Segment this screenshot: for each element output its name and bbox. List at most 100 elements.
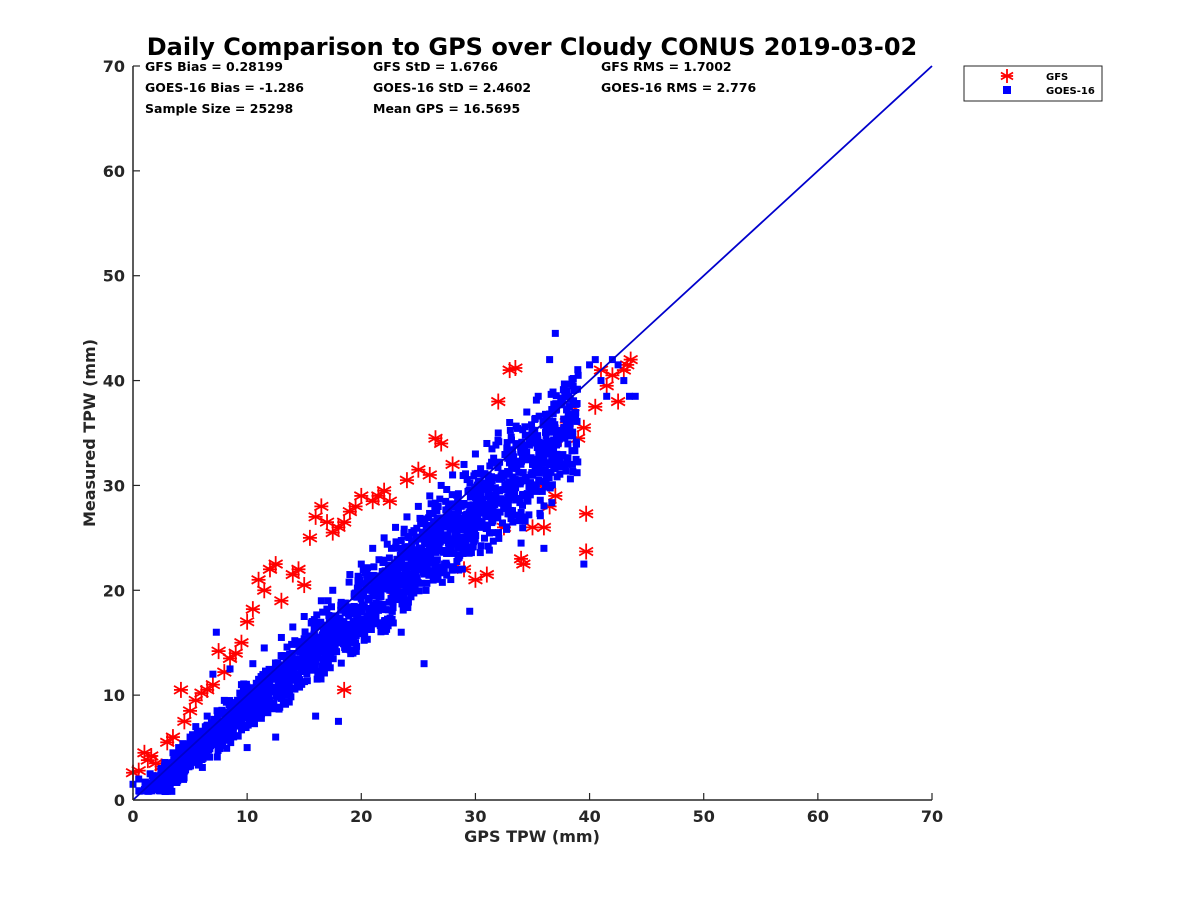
goes-16-point bbox=[403, 551, 411, 559]
goes-16-point bbox=[242, 724, 250, 732]
goes-16-point bbox=[536, 496, 544, 504]
goes-16-point bbox=[285, 698, 293, 706]
goes-16-point bbox=[283, 680, 291, 688]
goes-16-point bbox=[507, 515, 515, 523]
goes-16-point bbox=[544, 437, 552, 445]
gfs-point bbox=[336, 681, 352, 698]
gfs-point bbox=[188, 692, 204, 709]
goes-16-point bbox=[463, 510, 471, 518]
goes-16-point bbox=[540, 502, 548, 510]
goes-16-point bbox=[175, 744, 183, 752]
goes-16-point bbox=[566, 419, 574, 427]
goes-16-point bbox=[527, 479, 535, 487]
gfs-point bbox=[578, 505, 594, 522]
goes-16-point bbox=[429, 510, 437, 518]
goes-16-point bbox=[388, 607, 396, 615]
goes-16-point bbox=[512, 440, 520, 448]
goes-16-point bbox=[213, 753, 221, 761]
goes-16-point bbox=[546, 484, 554, 492]
goes-16-point bbox=[548, 499, 556, 507]
gfs-point bbox=[508, 359, 523, 376]
goes-16-point bbox=[453, 532, 461, 540]
goes-16-point bbox=[226, 697, 234, 705]
gfs-point bbox=[479, 566, 495, 583]
goes-16-point bbox=[434, 575, 442, 583]
goes-16-point bbox=[319, 635, 327, 643]
goes-16-point bbox=[363, 635, 371, 643]
goes-16-point bbox=[603, 392, 611, 400]
goes-16-point bbox=[317, 675, 325, 683]
y-tick-label: 60 bbox=[103, 162, 125, 181]
goes-16-point bbox=[499, 472, 507, 480]
goes-16-point bbox=[373, 588, 381, 596]
goes-16-point bbox=[520, 476, 528, 484]
goes-16-point bbox=[265, 665, 273, 673]
stat-text: GFS RMS = 1.7002 bbox=[601, 59, 732, 74]
goes-16-point bbox=[216, 735, 224, 743]
gfs-point bbox=[239, 613, 255, 630]
goes-16-point bbox=[236, 717, 244, 725]
goes-16-point bbox=[620, 377, 628, 385]
x-tick-label: 30 bbox=[464, 807, 486, 826]
goes-16-point bbox=[352, 639, 360, 647]
goes-16-point bbox=[433, 556, 441, 564]
goes-16-point bbox=[437, 533, 445, 541]
goes-16-point bbox=[180, 759, 188, 767]
goes-16-point bbox=[416, 534, 424, 542]
gfs-point bbox=[228, 645, 244, 662]
goes-16-point bbox=[312, 712, 320, 720]
goes-16-point bbox=[562, 467, 570, 475]
goes-16-point bbox=[386, 586, 394, 594]
goes-16-point bbox=[529, 460, 536, 468]
goes-16-point bbox=[460, 460, 468, 468]
goes-16-point bbox=[232, 717, 240, 725]
goes-16-point bbox=[517, 460, 525, 468]
goes-16-point bbox=[473, 495, 481, 503]
goes-16-point bbox=[215, 728, 223, 736]
goes-16-point bbox=[422, 586, 430, 594]
goes-16-point bbox=[287, 684, 295, 692]
goes-16-point bbox=[519, 501, 527, 509]
goes-16-point bbox=[434, 543, 442, 551]
goes-16-point bbox=[540, 466, 548, 474]
goes-16-point bbox=[401, 544, 409, 552]
goes-16-point bbox=[556, 456, 564, 464]
goes-16-point bbox=[245, 694, 253, 702]
goes-16-point bbox=[512, 496, 520, 504]
goes-16-point bbox=[504, 493, 512, 501]
goes-16-point bbox=[234, 707, 242, 715]
series-layer bbox=[125, 329, 639, 796]
goes-16-point bbox=[341, 599, 349, 607]
goes-16-point bbox=[409, 584, 417, 592]
goes-16-point bbox=[422, 521, 430, 529]
gfs-point bbox=[234, 634, 249, 651]
goes-16-point bbox=[568, 413, 576, 421]
goes-16-point bbox=[426, 492, 434, 500]
goes-16-point bbox=[357, 560, 365, 568]
goes-16-point bbox=[159, 772, 167, 780]
gfs-point bbox=[274, 592, 289, 609]
goes-16-point bbox=[506, 426, 514, 434]
goes-16-point bbox=[363, 613, 371, 620]
goes-16-point bbox=[480, 534, 488, 542]
goes-16-point bbox=[481, 485, 489, 493]
goes-16-point bbox=[397, 628, 405, 636]
goes-16-point bbox=[282, 700, 290, 708]
goes-16-point bbox=[284, 661, 292, 669]
goes-16-point bbox=[369, 589, 377, 597]
goes-16-point bbox=[479, 496, 487, 504]
goes-16-point bbox=[573, 469, 581, 477]
gfs-point bbox=[547, 487, 563, 504]
goes-16-point bbox=[214, 746, 222, 754]
goes-16-point bbox=[454, 507, 462, 515]
goes-16-point bbox=[516, 480, 524, 488]
goes-16-point bbox=[483, 439, 491, 447]
gfs-point bbox=[399, 472, 415, 489]
goes-16-point bbox=[499, 486, 507, 494]
goes-16-point bbox=[197, 749, 205, 757]
goes-16-point bbox=[453, 558, 461, 566]
goes-16-point bbox=[390, 582, 398, 590]
goes-16-point bbox=[446, 525, 454, 533]
goes-16-point bbox=[363, 586, 371, 594]
goes-16-point bbox=[313, 675, 321, 683]
